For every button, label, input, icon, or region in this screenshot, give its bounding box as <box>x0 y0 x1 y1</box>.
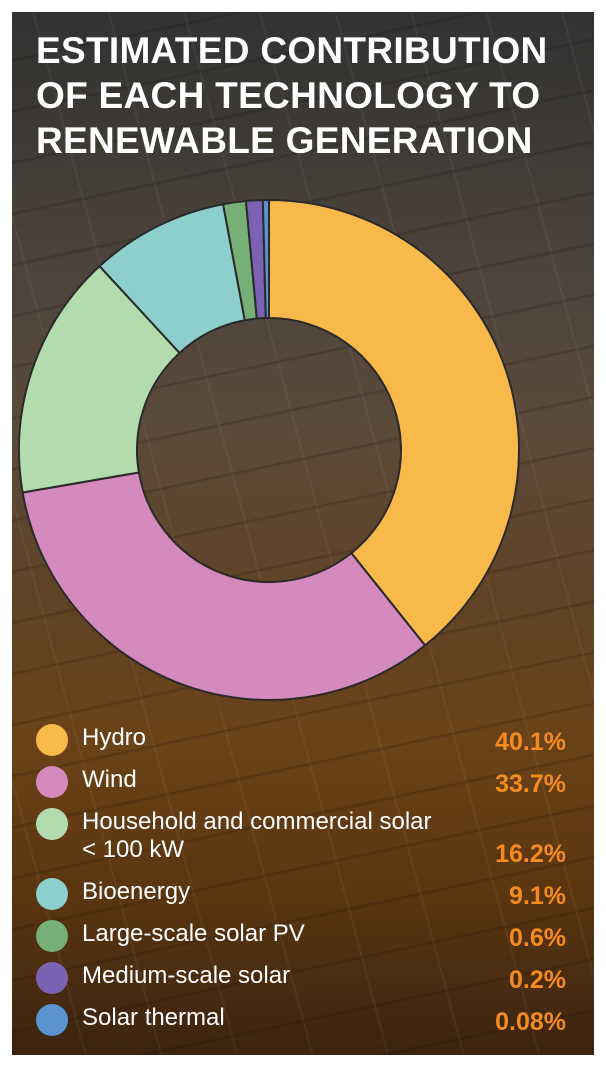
legend-row: Household and commercial solar < 100 kW … <box>36 808 566 868</box>
legend-value: 0.6% <box>509 924 566 952</box>
legend-value: 40.1% <box>495 728 566 756</box>
donut-chart <box>18 198 520 701</box>
legend: Hydro 40.1% Wind 33.7% Household and com… <box>36 724 566 1036</box>
legend-label: Solar thermal <box>82 1004 225 1031</box>
legend-swatch-icon <box>36 878 68 910</box>
legend-row: Solar thermal 0.08% <box>36 1004 566 1036</box>
legend-row: Bioenergy 9.1% <box>36 878 566 910</box>
legend-value: 0.08% <box>495 1008 566 1036</box>
legend-value: 0.2% <box>509 966 566 994</box>
legend-label: Wind <box>82 766 137 793</box>
legend-swatch-icon <box>36 808 68 840</box>
legend-swatch-icon <box>36 920 68 952</box>
infographic-panel: ESTIMATED CONTRIBUTION OF EACH TECHNOLOG… <box>12 12 594 1055</box>
donut-slice-hydro <box>268 198 520 647</box>
legend-swatch-icon <box>36 766 68 798</box>
legend-row: Medium-scale solar 0.2% <box>36 962 566 994</box>
legend-label: Household and commercial solar < 100 kW <box>82 808 432 863</box>
chart-title: ESTIMATED CONTRIBUTION OF EACH TECHNOLOG… <box>36 30 548 161</box>
legend-row: Wind 33.7% <box>36 766 566 798</box>
legend-value: 9.1% <box>509 882 566 910</box>
legend-value: 16.2% <box>495 840 566 868</box>
legend-swatch-icon <box>36 1004 68 1036</box>
legend-label: Bioenergy <box>82 878 191 905</box>
legend-label: Large-scale solar PV <box>82 920 305 947</box>
legend-swatch-icon <box>36 962 68 994</box>
legend-value: 33.7% <box>495 770 566 798</box>
legend-swatch-icon <box>36 724 68 756</box>
donut-slice-household-and-commercial-solar-100-kw <box>18 264 181 494</box>
legend-label: Hydro <box>82 724 147 751</box>
legend-row: Large-scale solar PV 0.6% <box>36 920 566 952</box>
legend-row: Hydro 40.1% <box>36 724 566 756</box>
donut-slice-wind <box>21 471 427 701</box>
legend-label: Medium-scale solar <box>82 962 291 989</box>
donut-slice-solar-thermal <box>261 198 270 320</box>
